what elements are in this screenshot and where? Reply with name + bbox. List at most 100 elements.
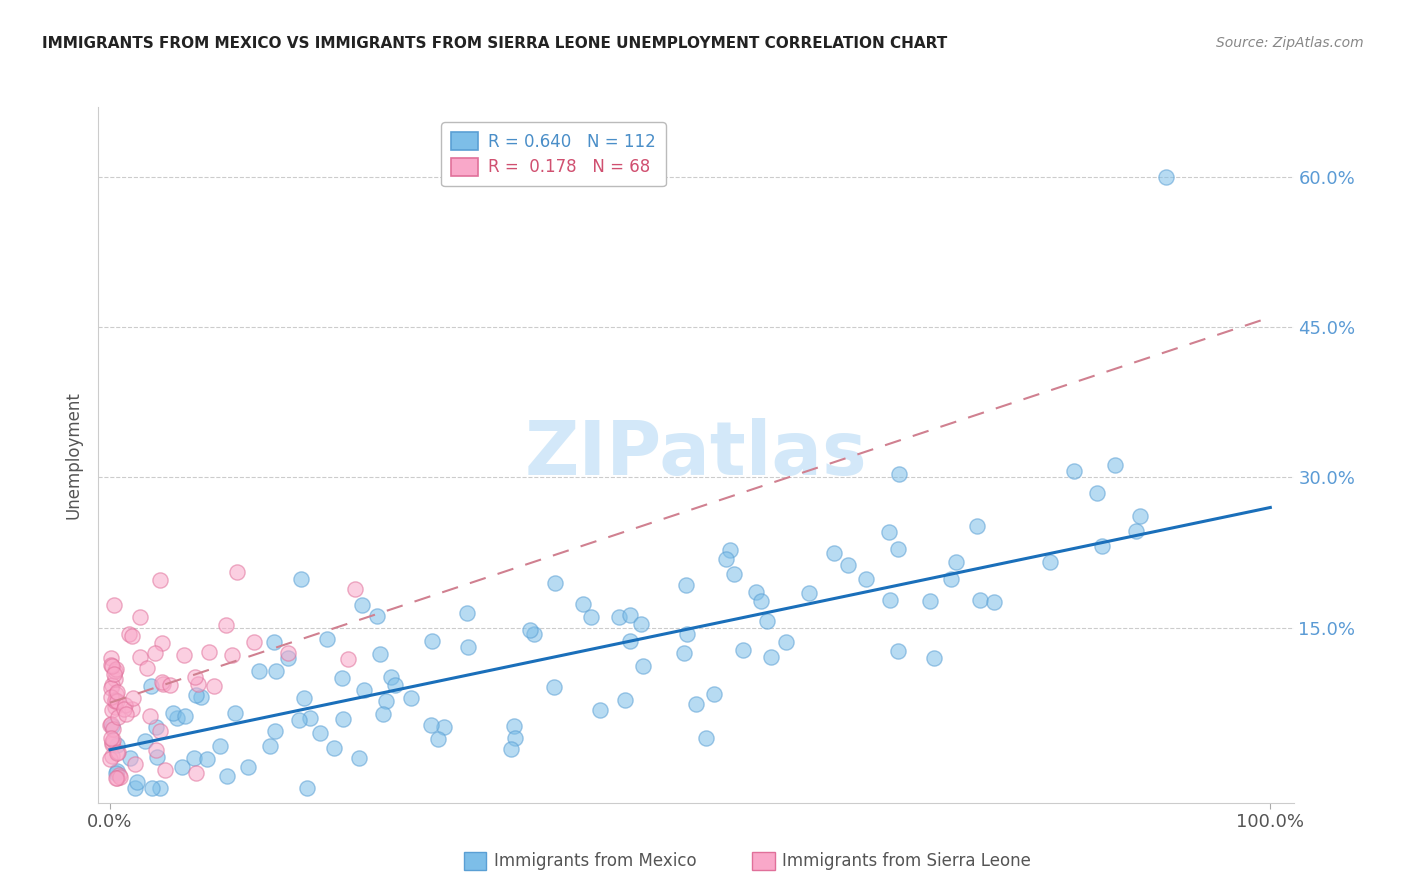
Point [371,706,394,721]
Point [579,610,602,624]
Point [125,774,148,789]
Point [353,683,375,698]
Point [877,525,900,540]
Point [277,651,299,665]
Point [150,635,173,649]
Point [202,679,225,693]
Point [124,780,146,795]
Point [172,760,194,774]
Point [1087,486,1109,500]
Point [723,566,745,581]
Text: Immigrants from Sierra Leone: Immigrants from Sierra Leone [782,852,1031,870]
Point [731,642,754,657]
Y-axis label: Unemployment: Unemployment [65,391,83,519]
Point [145,743,167,757]
Point [924,650,946,665]
Point [675,627,697,641]
Point [149,724,172,739]
Point [107,745,129,759]
Point [309,726,332,740]
Point [114,698,136,713]
Point [499,742,522,756]
Point [366,608,388,623]
Point [761,650,783,665]
Point [100,717,122,731]
Point [619,607,641,622]
Point [145,720,167,734]
Point [685,698,707,712]
Point [166,710,188,724]
Point [139,709,162,723]
Point [105,766,128,780]
Point [215,617,238,632]
Point [105,685,128,699]
Point [456,606,478,620]
Point [135,661,157,675]
Point [519,623,541,637]
Point [149,780,172,795]
Point [143,646,166,660]
Point [184,765,207,780]
Point [718,542,741,557]
Point [105,738,128,752]
Point [571,597,593,611]
Point [323,740,346,755]
Point [672,647,695,661]
Point [139,679,162,693]
Point [797,586,820,600]
Point [347,751,370,765]
Point [264,723,287,738]
Point [969,593,991,607]
Point [775,634,797,648]
Point [186,689,208,703]
Point [295,780,318,795]
Point [1154,170,1177,185]
Point [100,681,122,696]
Point [1104,458,1126,472]
Point [503,731,526,745]
Point [224,706,246,720]
Point [384,678,406,692]
Point [198,645,221,659]
Point [98,752,121,766]
Point [380,670,402,684]
Point [502,719,524,733]
Point [837,558,859,572]
Point [101,738,124,752]
Point [756,615,779,629]
Point [619,634,641,648]
Point [155,764,177,778]
Point [100,651,122,665]
Point [886,541,908,556]
Point [134,733,156,747]
Point [183,670,205,684]
Point [457,640,479,655]
Point [299,711,322,725]
Point [115,707,138,722]
Point [749,594,772,608]
Point [118,751,141,765]
Point [263,635,285,649]
Point [966,519,988,533]
Point [889,467,911,481]
Point [247,664,270,678]
Point [101,732,124,747]
Point [703,687,725,701]
Point [918,594,941,608]
Point [103,598,125,612]
Point [1129,509,1152,524]
Point [613,693,636,707]
Point [855,572,877,586]
Point [352,599,374,613]
Point [236,760,259,774]
Point [330,671,353,685]
Point [103,664,125,678]
Point [675,578,697,592]
Point [630,616,652,631]
Point [609,609,631,624]
Point [983,595,1005,609]
Point [589,703,612,717]
Text: IMMIGRANTS FROM MEXICO VS IMMIGRANTS FROM SIERRA LEONE UNEMPLOYMENT CORRELATION : IMMIGRANTS FROM MEXICO VS IMMIGRANTS FRO… [42,36,948,51]
Point [129,610,152,624]
Point [104,687,127,701]
